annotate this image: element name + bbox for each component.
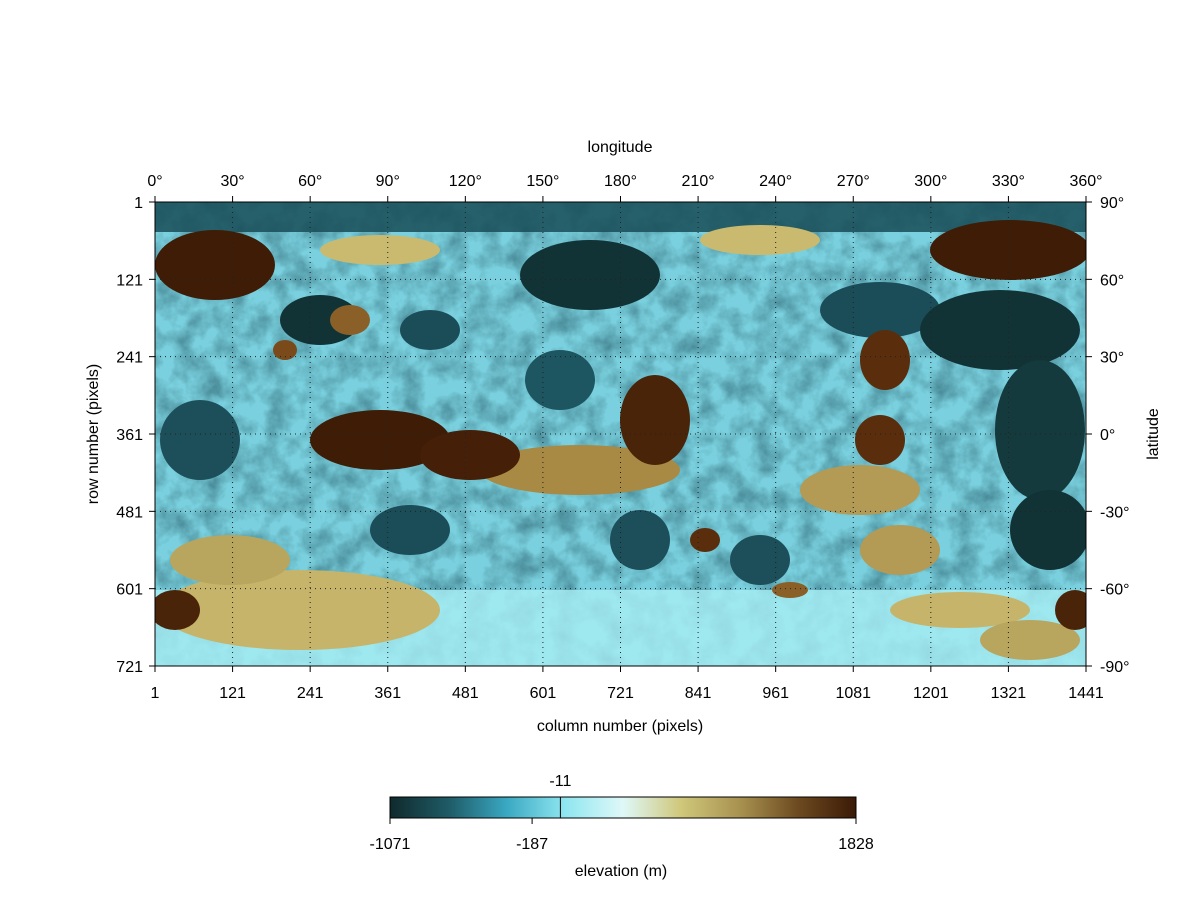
row-tick-label: 601: [116, 582, 143, 599]
longitude-tick-label: 180°: [604, 173, 637, 190]
right-axis-label: latitude: [1145, 408, 1162, 460]
longitude-tick-label: 240°: [759, 173, 792, 190]
highland-region: [155, 230, 275, 300]
row-tick-label: 121: [116, 272, 143, 289]
highland-region: [273, 340, 297, 360]
highland-region: [690, 528, 720, 552]
row-tick-label: 721: [116, 659, 143, 676]
highland-region: [855, 415, 905, 465]
longitude-tick-label: 120°: [449, 173, 482, 190]
lowland-region: [820, 282, 940, 338]
column-tick-label: 1321: [991, 685, 1027, 702]
row-tick-label: 1: [134, 195, 143, 212]
column-tick-label: 1441: [1068, 685, 1104, 702]
highland-region: [330, 305, 370, 335]
column-tick-label: 481: [452, 685, 479, 702]
colorbar-tick-label: 1828: [838, 836, 874, 853]
grid-lines: [155, 202, 1086, 666]
row-tick-label: 361: [116, 427, 143, 444]
colorbar-bar: [389, 796, 857, 819]
lowland-region: [610, 510, 670, 570]
highland-region: [930, 220, 1086, 280]
lowland-region: [520, 240, 660, 310]
bottom-axis-label: column number (pixels): [537, 718, 703, 735]
midland-region: [800, 465, 920, 515]
lowland-region: [995, 360, 1085, 500]
column-tick-label: 241: [297, 685, 324, 702]
midland-region: [320, 235, 440, 265]
lowland-region: [160, 400, 240, 480]
longitude-tick-label: 270°: [837, 173, 870, 190]
colorbar-label: elevation (m): [575, 863, 667, 880]
column-tick-label: 361: [374, 685, 401, 702]
column-tick-label: 721: [607, 685, 634, 702]
colorbar-tick-label: -1071: [370, 836, 411, 853]
midland-region: [170, 535, 290, 585]
longitude-tick-label: 330°: [992, 173, 1025, 190]
lowland-region: [370, 505, 450, 555]
colorbar-tick-label: -187: [516, 836, 548, 853]
highland-region: [772, 582, 808, 598]
column-tick-label: 601: [530, 685, 557, 702]
latitude-tick-label: -90°: [1100, 659, 1130, 676]
highland-region: [860, 330, 910, 390]
latitude-tick-label: -60°: [1100, 582, 1130, 599]
longitude-tick-label: 150°: [526, 173, 559, 190]
highland-region: [1055, 590, 1086, 630]
colorbar-ticks: -1071 -187 1828: [370, 818, 874, 853]
longitude-tick-label: 210°: [682, 173, 715, 190]
midland-region: [890, 592, 1030, 628]
latitude-tick-label: 30°: [1100, 350, 1124, 367]
row-tick-label: 481: [116, 504, 143, 521]
lowland-region: [920, 290, 1080, 370]
left-axis-label: row number (pixels): [85, 364, 102, 504]
lowland-region: [525, 350, 595, 410]
longitude-tick-label: 360°: [1069, 173, 1102, 190]
longitude-tick-label: 90°: [376, 173, 400, 190]
longitude-tick-label: 60°: [298, 173, 322, 190]
midland-region: [700, 225, 820, 255]
longitude-tick-label: 300°: [914, 173, 947, 190]
longitude-tick-label: 0°: [147, 173, 162, 190]
row-tick-label: 241: [116, 350, 143, 367]
column-tick-label: 1081: [835, 685, 871, 702]
midland-region: [860, 525, 940, 575]
highland-region: [310, 410, 450, 470]
column-tick-label: 961: [762, 685, 789, 702]
lowland-region: [730, 535, 790, 585]
colorbar-marker-label: -11: [549, 773, 571, 790]
highland-region: [420, 430, 520, 480]
midland-region: [160, 570, 440, 650]
midland-region: [980, 620, 1080, 660]
column-tick-label: 841: [685, 685, 712, 702]
lowland-region: [400, 310, 460, 350]
top-axis-label: longitude: [588, 139, 653, 156]
axes: 0°130°12160°24190°361120°481150°601180°7…: [116, 173, 1129, 702]
latitude-tick-label: 60°: [1100, 272, 1124, 289]
highland-region: [155, 590, 200, 630]
lowland-region: [1010, 490, 1086, 570]
column-tick-label: 121: [219, 685, 246, 702]
latitude-tick-label: -30°: [1100, 504, 1130, 521]
highland-region: [620, 375, 690, 465]
longitude-tick-label: 30°: [220, 173, 244, 190]
latitude-tick-label: 0°: [1100, 427, 1115, 444]
column-tick-label: 1: [151, 685, 160, 702]
midland-region: [480, 445, 680, 495]
elevation-map: [155, 202, 1086, 666]
latitude-tick-label: 90°: [1100, 195, 1124, 212]
colorbar: -11 -1071 -187 1828 elevation (m): [370, 773, 874, 880]
column-tick-label: 1201: [913, 685, 949, 702]
